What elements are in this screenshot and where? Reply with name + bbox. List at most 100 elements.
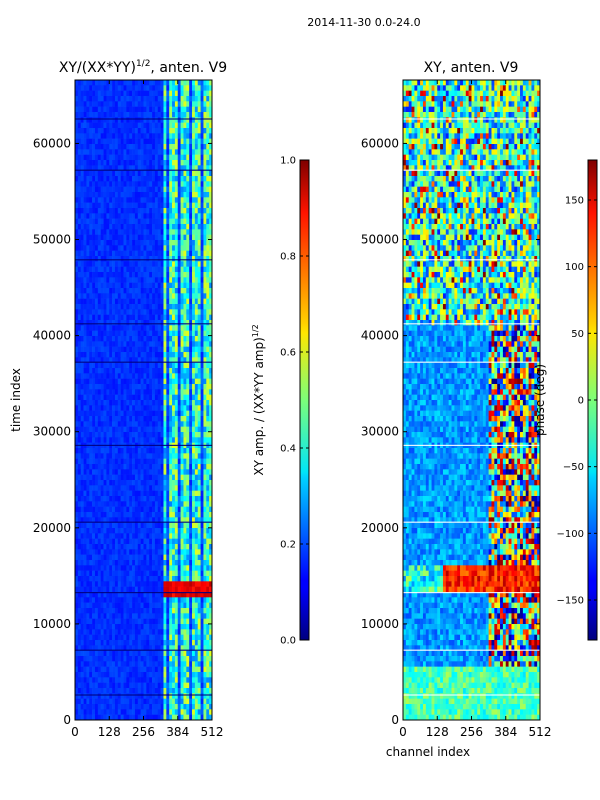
- heatmap-cell: [166, 80, 170, 86]
- heatmap-cell: [103, 432, 107, 438]
- heatmap-cell: [120, 394, 124, 401]
- heatmap-cell: [194, 288, 199, 294]
- heatmap-cell: [109, 144, 113, 150]
- heatmap-cell: [106, 154, 110, 161]
- heatmap-cell: [146, 202, 150, 209]
- heatmap-cell: [203, 448, 207, 454]
- heatmap-cell: [106, 357, 110, 363]
- heatmap-cell: [189, 586, 193, 593]
- heatmap-cell: [77, 106, 81, 113]
- heatmap-cell: [143, 373, 147, 379]
- heatmap-cell: [206, 186, 210, 193]
- heatmap-cell: [80, 586, 84, 593]
- heatmap-cell: [137, 613, 141, 619]
- heatmap-cell: [206, 261, 210, 267]
- heatmap-cell: [194, 272, 199, 278]
- heatmap-cell: [180, 266, 184, 273]
- heatmap-cell: [114, 410, 119, 417]
- heatmap-cell: [163, 96, 167, 102]
- heatmap-cell: [137, 528, 141, 534]
- heatmap-cell: [154, 170, 159, 177]
- heatmap-cell: [80, 416, 84, 422]
- heatmap-cell: [149, 474, 153, 481]
- heatmap-cell: [106, 560, 110, 566]
- heatmap-cell: [132, 538, 136, 545]
- heatmap-cell: [94, 298, 99, 305]
- heatmap-cell: [103, 608, 107, 614]
- heatmap-cell: [117, 277, 121, 283]
- heatmap-cell: [152, 288, 156, 294]
- heatmap-cell: [89, 357, 93, 363]
- heatmap-cell: [123, 544, 127, 550]
- heatmap-cell: [174, 181, 179, 187]
- heatmap-cell: [80, 426, 84, 433]
- heatmap-cell: [146, 592, 150, 598]
- heatmap-cell: [129, 362, 133, 369]
- heatmap-cell: [206, 314, 210, 321]
- heatmap-cell: [157, 485, 161, 491]
- heatmap-cell: [120, 597, 124, 603]
- heatmap-cell: [183, 181, 187, 187]
- heatmap-cell: [172, 149, 176, 155]
- heatmap-cell: [132, 554, 136, 561]
- heatmap-cell: [137, 608, 141, 614]
- heatmap-cell: [209, 186, 212, 193]
- heatmap-cell: [117, 458, 121, 465]
- heatmap-cell: [106, 341, 110, 347]
- heatmap-cell: [177, 592, 181, 598]
- heatmap-cell: [203, 309, 207, 315]
- heatmap-cell: [166, 426, 170, 433]
- heatmap-cell: [117, 416, 121, 422]
- heatmap-cell: [134, 96, 139, 102]
- heatmap-cell: [92, 357, 96, 363]
- heatmap-cell: [200, 592, 204, 598]
- heatmap-cell: [160, 624, 164, 630]
- heatmap-cell: [149, 480, 153, 486]
- heatmap-cell: [103, 400, 107, 406]
- heatmap-cell: [180, 394, 184, 401]
- heatmap-cell: [192, 426, 196, 433]
- heatmap-cell: [152, 330, 156, 337]
- heatmap-cell: [106, 106, 110, 113]
- heatmap-cell: [200, 613, 204, 619]
- heatmap-cell: [80, 608, 84, 614]
- heatmap-cell: [209, 357, 212, 363]
- heatmap-cell: [97, 384, 101, 390]
- heatmap-cell: [132, 405, 136, 411]
- heatmap-cell: [200, 378, 204, 385]
- heatmap-cell: [163, 416, 167, 422]
- heatmap-cell: [117, 592, 121, 598]
- heatmap-cell: [206, 549, 210, 555]
- heatmap-cell: [103, 618, 107, 625]
- heatmap-cell: [86, 576, 90, 582]
- heatmap-cell: [209, 325, 212, 331]
- heatmap-cell: [92, 90, 96, 97]
- heatmap-cell: [123, 240, 127, 246]
- heatmap-cell: [172, 378, 176, 385]
- heatmap-cell: [75, 272, 79, 278]
- heatmap-cell: [180, 138, 184, 145]
- heatmap-cell: [163, 202, 167, 209]
- heatmap-cell: [106, 293, 110, 299]
- heatmap-cell: [117, 117, 121, 123]
- heatmap-cell: [80, 570, 84, 577]
- heatmap-cell: [77, 250, 81, 257]
- heatmap-cell: [169, 421, 173, 427]
- heatmap-cell: [206, 250, 210, 257]
- heatmap-cell: [146, 250, 150, 257]
- heatmap-cell: [140, 106, 144, 113]
- heatmap-cell: [157, 208, 161, 214]
- heatmap-cell: [126, 533, 130, 539]
- heatmap-cell: [106, 96, 110, 102]
- heatmap-cell: [112, 218, 116, 225]
- heatmap-cell: [129, 576, 133, 582]
- heatmap-cell: [94, 613, 99, 619]
- heatmap-cell: [186, 293, 190, 299]
- heatmap-cell: [123, 565, 127, 571]
- heatmap-cell: [89, 240, 93, 246]
- heatmap-cell: [77, 464, 81, 470]
- heatmap-cell: [143, 208, 147, 214]
- heatmap-cell: [134, 133, 139, 139]
- heatmap-cell: [120, 266, 124, 273]
- heatmap-cell: [140, 133, 144, 139]
